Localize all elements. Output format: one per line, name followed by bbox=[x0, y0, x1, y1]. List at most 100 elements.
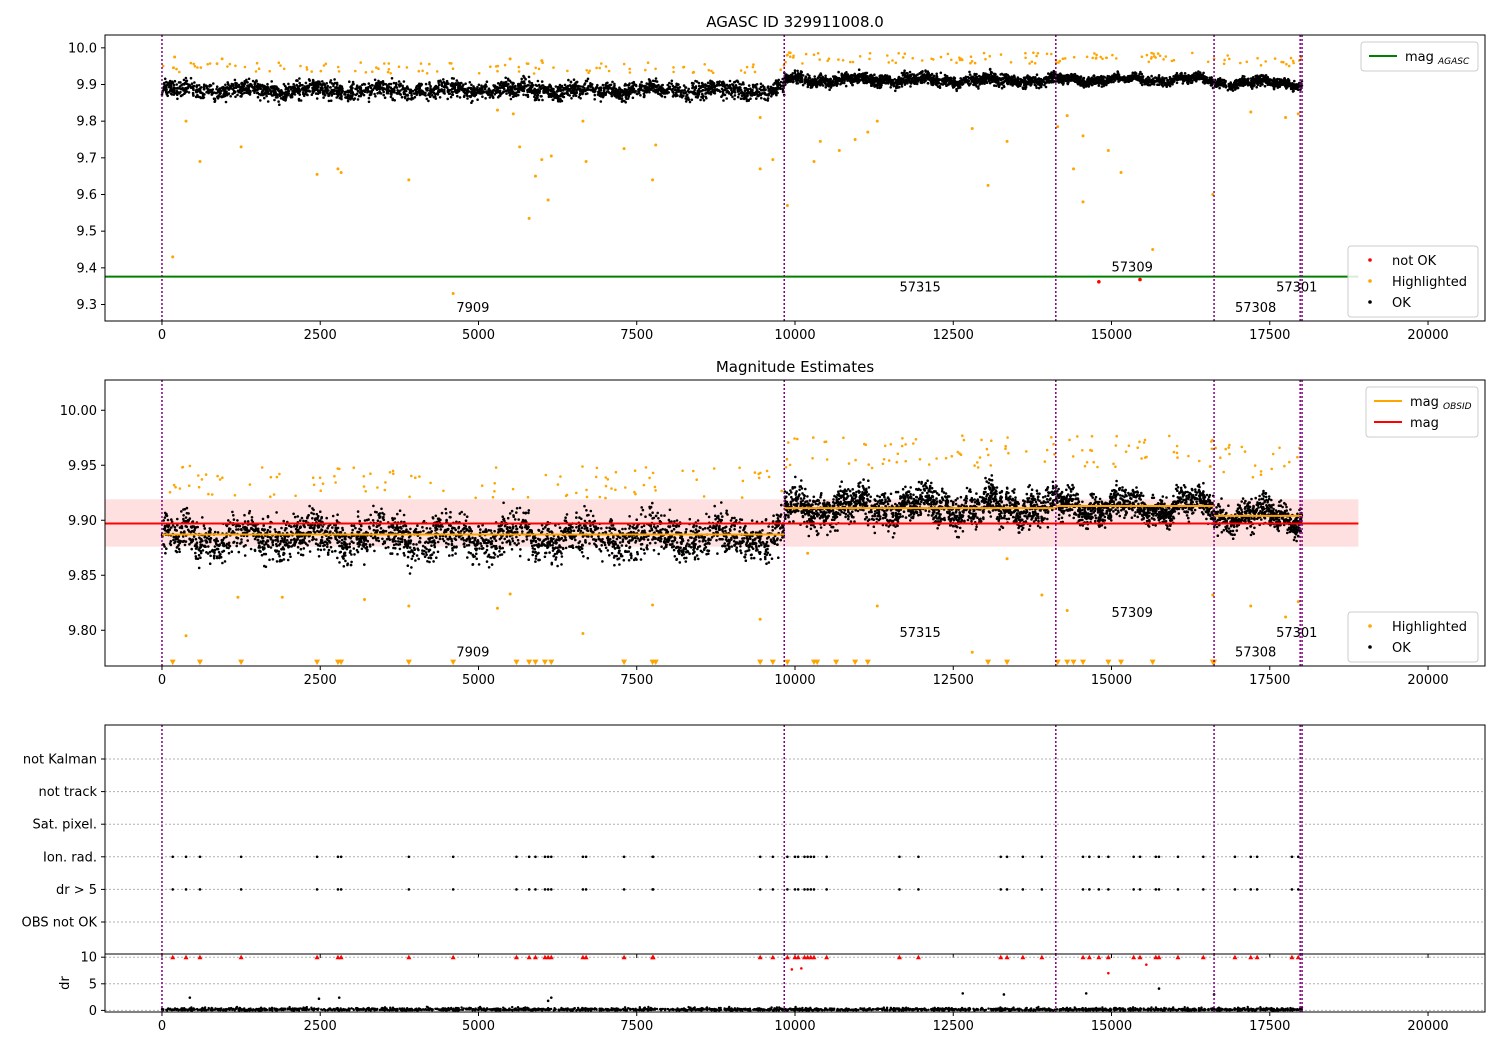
ok-point bbox=[325, 91, 328, 95]
highlighted-point bbox=[383, 62, 386, 65]
ok-point bbox=[226, 81, 229, 84]
highlighted-point bbox=[711, 71, 715, 75]
ok-point bbox=[1097, 84, 1101, 87]
ok-point bbox=[752, 85, 755, 89]
ok-point bbox=[351, 80, 355, 84]
ok-point bbox=[738, 82, 741, 86]
highlighted-point bbox=[946, 52, 950, 56]
ok-point bbox=[709, 92, 713, 96]
ok-point bbox=[177, 81, 181, 84]
ok-point bbox=[501, 82, 504, 85]
ok-point bbox=[274, 96, 278, 99]
highlighted-point bbox=[894, 61, 898, 65]
ok-point bbox=[658, 87, 661, 91]
ok-point bbox=[804, 76, 808, 79]
ok-point bbox=[273, 85, 277, 88]
ok-point bbox=[346, 89, 350, 93]
ok-point bbox=[822, 80, 825, 84]
ok-point bbox=[1012, 79, 1016, 82]
highlighted-point bbox=[503, 63, 507, 67]
ok-point bbox=[282, 98, 286, 101]
ok-point bbox=[1034, 76, 1037, 79]
ok-point bbox=[945, 76, 949, 80]
ok-point bbox=[329, 80, 332, 84]
ok-point bbox=[466, 97, 469, 100]
ok-point bbox=[270, 85, 274, 88]
ok-point bbox=[968, 70, 971, 74]
ok-point bbox=[727, 92, 731, 95]
ok-point bbox=[292, 87, 296, 91]
ok-point bbox=[601, 83, 605, 87]
ok-point bbox=[795, 82, 798, 85]
ok-point bbox=[608, 92, 612, 95]
ok-point bbox=[985, 81, 989, 84]
ok-point bbox=[541, 98, 544, 102]
ok-point bbox=[346, 97, 350, 100]
ok-point bbox=[175, 83, 178, 86]
ok-point bbox=[344, 93, 347, 96]
ok-point bbox=[840, 78, 844, 81]
ok-point bbox=[436, 85, 440, 89]
ok-point bbox=[1140, 83, 1144, 87]
ok-point bbox=[1029, 78, 1033, 82]
highlighted-point bbox=[1028, 62, 1031, 65]
ok-point bbox=[492, 84, 495, 87]
ok-point bbox=[695, 80, 699, 83]
ok-point bbox=[263, 96, 266, 100]
ok-point bbox=[543, 88, 546, 92]
ok-point bbox=[181, 93, 184, 97]
ok-point bbox=[661, 83, 664, 87]
ok-point bbox=[382, 93, 386, 97]
ok-point bbox=[608, 86, 612, 90]
ok-point bbox=[709, 82, 712, 85]
highlighted-point bbox=[534, 66, 537, 70]
ok-point bbox=[485, 80, 489, 83]
ok-point bbox=[630, 90, 634, 94]
highlighted-point bbox=[537, 67, 541, 71]
ok-point bbox=[251, 79, 255, 83]
ok-point bbox=[382, 90, 386, 94]
ok-point bbox=[1009, 83, 1012, 86]
ok-point bbox=[550, 89, 553, 93]
ok-point bbox=[533, 98, 537, 102]
ok-point bbox=[383, 96, 387, 99]
ok-point bbox=[655, 80, 659, 83]
ok-point bbox=[796, 72, 800, 75]
ok-point bbox=[770, 93, 774, 96]
ok-point bbox=[397, 80, 401, 83]
ok-point bbox=[390, 91, 393, 94]
ok-point bbox=[828, 88, 831, 91]
ok-point bbox=[352, 98, 356, 101]
ok-point bbox=[445, 81, 449, 84]
ok-point bbox=[265, 94, 268, 98]
highlighted-point bbox=[646, 61, 650, 64]
ok-point bbox=[1157, 83, 1161, 86]
ok-point bbox=[250, 85, 254, 89]
ok-point bbox=[323, 85, 327, 89]
ok-point bbox=[1035, 86, 1038, 89]
highlighted-point bbox=[364, 71, 368, 74]
ok-point bbox=[178, 92, 181, 95]
ok-point bbox=[468, 81, 472, 84]
ok-point bbox=[742, 82, 745, 86]
ok-point bbox=[717, 89, 721, 92]
ok-point bbox=[374, 95, 377, 98]
highlighted-point bbox=[268, 69, 272, 73]
ok-point bbox=[465, 92, 469, 96]
ok-point bbox=[559, 88, 562, 92]
ok-point bbox=[753, 91, 756, 95]
ok-point bbox=[498, 89, 502, 93]
ok-point bbox=[736, 79, 739, 83]
highlighted-point bbox=[628, 67, 631, 71]
ok-point bbox=[845, 76, 848, 79]
ok-point bbox=[259, 99, 262, 102]
ok-point bbox=[793, 69, 797, 72]
ok-point bbox=[522, 86, 525, 89]
ok-point bbox=[1161, 76, 1164, 79]
ok-point bbox=[666, 83, 669, 87]
ok-point bbox=[363, 89, 367, 93]
ok-point bbox=[856, 73, 860, 77]
ok-point bbox=[860, 75, 864, 79]
highlighted-point bbox=[751, 65, 755, 69]
ok-point bbox=[238, 85, 241, 88]
